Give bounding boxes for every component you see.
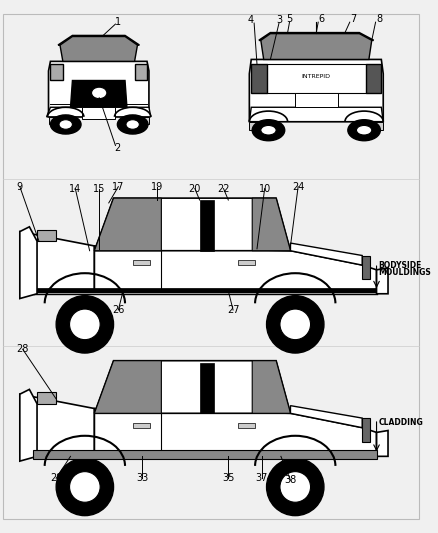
Text: 35: 35 bbox=[222, 473, 234, 483]
Text: 7: 7 bbox=[350, 14, 356, 25]
Polygon shape bbox=[376, 431, 387, 456]
Polygon shape bbox=[46, 107, 151, 117]
Text: 14: 14 bbox=[69, 183, 81, 193]
Text: 1: 1 bbox=[115, 17, 121, 27]
Bar bbox=[33, 450, 376, 459]
Ellipse shape bbox=[266, 296, 323, 353]
Text: 22: 22 bbox=[217, 183, 229, 193]
Polygon shape bbox=[20, 232, 94, 289]
Polygon shape bbox=[20, 390, 37, 461]
Text: 2: 2 bbox=[114, 143, 120, 154]
Polygon shape bbox=[252, 361, 290, 413]
Polygon shape bbox=[249, 60, 382, 122]
Ellipse shape bbox=[279, 472, 310, 502]
Bar bbox=[237, 260, 254, 265]
Text: INTREPID: INTREPID bbox=[301, 74, 330, 79]
Text: 37: 37 bbox=[255, 473, 267, 483]
Ellipse shape bbox=[260, 125, 276, 135]
Bar bbox=[361, 255, 369, 279]
Ellipse shape bbox=[56, 458, 113, 515]
Polygon shape bbox=[49, 61, 148, 117]
Polygon shape bbox=[258, 33, 373, 41]
Bar bbox=[130, 117, 148, 125]
Text: 9: 9 bbox=[17, 182, 23, 192]
Polygon shape bbox=[251, 64, 266, 93]
Text: MOULDINGS: MOULDINGS bbox=[378, 268, 430, 277]
Text: 19: 19 bbox=[150, 182, 162, 192]
Text: 8: 8 bbox=[375, 14, 381, 25]
Polygon shape bbox=[94, 198, 161, 251]
Text: 4: 4 bbox=[247, 15, 253, 25]
Text: 15: 15 bbox=[93, 183, 105, 193]
Polygon shape bbox=[60, 36, 137, 61]
Bar bbox=[361, 418, 369, 442]
Text: 20: 20 bbox=[188, 183, 201, 193]
Bar bbox=[82, 107, 115, 119]
Polygon shape bbox=[365, 64, 381, 93]
Polygon shape bbox=[376, 268, 387, 294]
Bar bbox=[132, 260, 149, 265]
Text: BODYSIDE: BODYSIDE bbox=[378, 261, 421, 270]
Text: 6: 6 bbox=[317, 14, 323, 25]
Text: 26: 26 bbox=[112, 305, 124, 315]
Text: 5: 5 bbox=[286, 14, 292, 25]
Polygon shape bbox=[260, 34, 371, 60]
Ellipse shape bbox=[69, 309, 100, 340]
Text: 33: 33 bbox=[136, 473, 148, 483]
Text: 27: 27 bbox=[226, 305, 239, 315]
Bar bbox=[249, 122, 270, 130]
Polygon shape bbox=[199, 362, 213, 413]
Bar bbox=[361, 122, 382, 130]
Polygon shape bbox=[58, 36, 139, 45]
Text: 3: 3 bbox=[276, 15, 281, 25]
Bar bbox=[49, 117, 67, 125]
Ellipse shape bbox=[92, 87, 106, 99]
Ellipse shape bbox=[50, 115, 81, 134]
Polygon shape bbox=[20, 394, 94, 451]
Ellipse shape bbox=[252, 120, 284, 141]
Polygon shape bbox=[290, 243, 361, 265]
Polygon shape bbox=[94, 246, 376, 289]
Polygon shape bbox=[94, 361, 290, 413]
Bar bbox=[132, 423, 149, 427]
Polygon shape bbox=[71, 80, 127, 107]
Text: CLADDING: CLADDING bbox=[378, 418, 422, 427]
Polygon shape bbox=[94, 361, 161, 413]
Text: 38: 38 bbox=[284, 475, 296, 485]
Text: 24: 24 bbox=[291, 182, 304, 192]
Polygon shape bbox=[50, 64, 63, 80]
Text: 10: 10 bbox=[258, 183, 270, 193]
Ellipse shape bbox=[347, 120, 379, 141]
Ellipse shape bbox=[56, 296, 113, 353]
Ellipse shape bbox=[69, 472, 100, 502]
Ellipse shape bbox=[279, 309, 310, 340]
Ellipse shape bbox=[117, 115, 148, 134]
Ellipse shape bbox=[126, 120, 139, 130]
Polygon shape bbox=[290, 406, 361, 427]
Bar bbox=[295, 93, 338, 107]
Polygon shape bbox=[199, 200, 213, 251]
Ellipse shape bbox=[356, 125, 371, 135]
Text: 28: 28 bbox=[17, 344, 29, 354]
Ellipse shape bbox=[59, 120, 72, 130]
Text: 17: 17 bbox=[112, 182, 124, 192]
Polygon shape bbox=[94, 198, 290, 251]
Ellipse shape bbox=[266, 458, 323, 515]
Polygon shape bbox=[252, 198, 290, 251]
Bar bbox=[37, 230, 56, 241]
Bar bbox=[237, 423, 254, 427]
Polygon shape bbox=[94, 408, 376, 451]
Bar bbox=[37, 392, 56, 403]
Text: 29: 29 bbox=[50, 473, 62, 483]
Polygon shape bbox=[134, 64, 147, 80]
Polygon shape bbox=[20, 227, 37, 298]
Polygon shape bbox=[249, 107, 382, 122]
